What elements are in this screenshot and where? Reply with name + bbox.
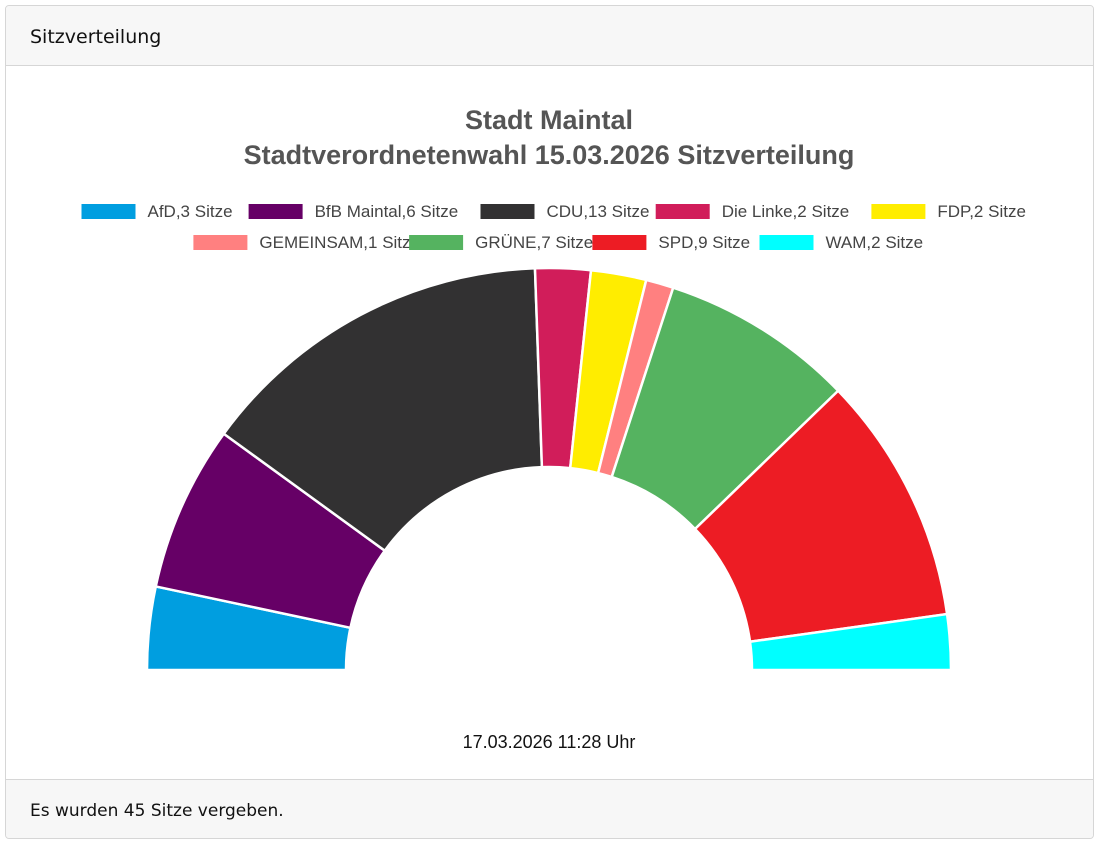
chart-title-line2: Stadtverordnetenwahl 15.03.2026 Sitzvert… [244,140,855,170]
timestamp: 17.03.2026 11:28 Uhr [463,732,636,752]
slice-cdu[interactable] [222,266,544,553]
legend-label: CDU,13 Sitze [547,202,650,221]
legend-swatch [81,204,136,219]
legend-label: BfB Maintal,6 Sitze [315,202,459,221]
legend-item[interactable]: Die Linke,2 Sitze [655,202,850,221]
legend-item[interactable]: SPD,9 Sitze [592,233,750,252]
legend-item[interactable]: CDU,13 Sitze [480,202,650,221]
legend-swatch [655,204,710,219]
legend-swatch [871,204,926,219]
slice-spd[interactable] [693,388,949,644]
legend-item[interactable]: AfD,3 Sitze [81,202,233,221]
legend-label: FDP,2 Sitze [937,202,1026,221]
legend-label: Die Linke,2 Sitze [722,202,850,221]
card-footer: Es wurden 45 Sitze vergeben. [6,779,1093,838]
legend-item[interactable]: GRÜNE,7 Sitze [409,233,593,252]
legend-label: GEMEINSAM,1 Sitze [259,233,420,252]
legend-swatch [592,235,647,250]
legend-item[interactable]: GEMEINSAM,1 Sitze [193,233,420,252]
legend-label: GRÜNE,7 Sitze [475,233,593,252]
slices [145,266,953,672]
legend-swatch [193,235,248,250]
legend-swatch [248,204,303,219]
legend-item[interactable]: FDP,2 Sitze [871,202,1026,221]
legend-label: AfD,3 Sitze [148,202,233,221]
card-header: Sitzverteilung [6,6,1093,66]
chart-title-line1: Stadt Maintal [465,105,633,135]
legend-item[interactable]: WAM,2 Sitze [759,233,924,252]
legend-item[interactable]: BfB Maintal,6 Sitze [248,202,459,221]
legend-label: WAM,2 Sitze [826,233,924,252]
legend-swatch [409,235,464,250]
seat-chart: Stadt Maintal Stadtverordnetenwahl 15.03… [81,105,1026,752]
seat-distribution-card: Sitzverteilung Es wurden 45 Sitze vergeb… [5,5,1094,839]
legend-label: SPD,9 Sitze [658,233,750,252]
legend-swatch [480,204,535,219]
legend-swatch [759,235,814,250]
slice-wam[interactable] [748,612,953,672]
legend: AfD,3 Sitze BfB Maintal,6 Sitze CDU,13 Sit… [81,202,1026,252]
